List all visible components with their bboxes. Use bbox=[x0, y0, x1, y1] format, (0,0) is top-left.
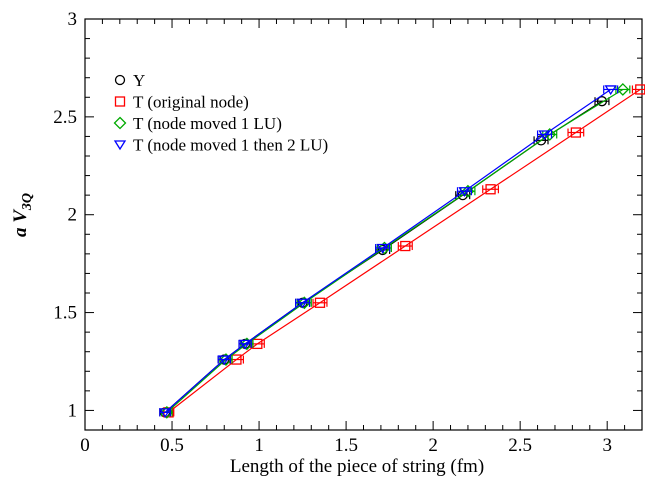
plot-frame bbox=[84, 18, 643, 431]
data-point bbox=[376, 243, 389, 254]
legend-marker bbox=[114, 74, 126, 86]
x-tick-label: 0 bbox=[80, 435, 90, 456]
x-tick-label: 2.5 bbox=[508, 435, 532, 456]
data-point bbox=[458, 187, 471, 197]
data-point bbox=[485, 184, 496, 195]
data-point bbox=[604, 85, 617, 96]
legend-label: T (original node) bbox=[133, 93, 249, 112]
legend-marker bbox=[113, 116, 127, 130]
series-1 bbox=[162, 84, 645, 418]
y-tick-label: 2.5 bbox=[53, 107, 77, 128]
data-point bbox=[538, 130, 551, 141]
x-tick-label: 2 bbox=[428, 435, 438, 456]
y-tick-label: 2 bbox=[68, 205, 78, 226]
y-axis-title-subscript: 3Q bbox=[20, 193, 35, 211]
series-line bbox=[164, 88, 612, 413]
x-tick-label: 1.5 bbox=[334, 435, 358, 456]
legend-label: T (node moved 1 then 2 LU) bbox=[133, 136, 328, 155]
data-point bbox=[314, 297, 326, 308]
data-point bbox=[543, 128, 557, 141]
legend: Y T (original node) T (node moved 1 LU) T (… bbox=[113, 71, 328, 155]
y-axis-title-main: a V bbox=[10, 209, 31, 237]
data-point bbox=[238, 339, 252, 350]
data-point bbox=[377, 241, 391, 255]
data-point bbox=[158, 408, 172, 419]
data-point bbox=[596, 96, 608, 107]
y-axis-title: a V3Q bbox=[10, 193, 35, 237]
series-3 bbox=[158, 85, 619, 419]
legend-marker bbox=[114, 96, 126, 107]
series-2 bbox=[160, 83, 631, 419]
y-tick-label: 1 bbox=[68, 400, 78, 421]
x-tick-label: 0.5 bbox=[160, 435, 184, 456]
x-axis-title: Length of the piece of string (fm) bbox=[230, 456, 484, 477]
data-point bbox=[400, 240, 411, 252]
data-point bbox=[219, 353, 233, 366]
y-tick-label: 1.5 bbox=[53, 303, 77, 324]
x-tick-label: 3 bbox=[602, 435, 612, 456]
data-point bbox=[240, 337, 254, 351]
series-line bbox=[168, 88, 641, 413]
legend-marker bbox=[113, 140, 127, 151]
legend-label: T (node moved 1 LU) bbox=[133, 114, 282, 133]
series-layer bbox=[158, 83, 645, 419]
y-tick-label: 3 bbox=[68, 9, 78, 30]
legend-label: Y bbox=[133, 71, 145, 90]
axes-layer: 0 0.5 1 1.5 2 2.5 3 1 1.5 2 2.5 3 bbox=[53, 9, 643, 456]
data-point bbox=[296, 298, 309, 309]
data-point bbox=[218, 355, 231, 366]
data-point bbox=[616, 83, 630, 96]
data-point bbox=[570, 127, 582, 138]
x-tick-label: 1 bbox=[254, 435, 264, 456]
data-point bbox=[297, 296, 311, 310]
